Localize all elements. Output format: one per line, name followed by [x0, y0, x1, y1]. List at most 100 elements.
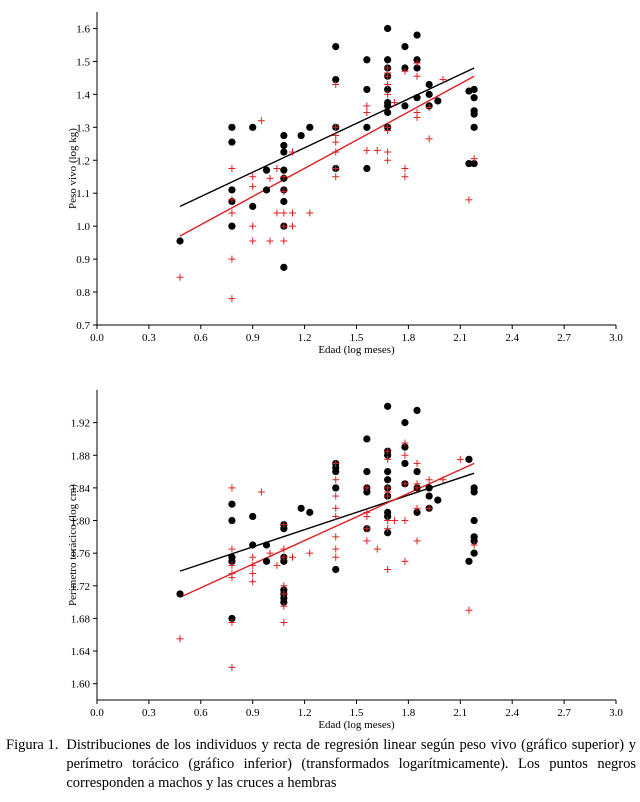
data-point-female: [384, 455, 392, 463]
data-point-male: [384, 529, 392, 537]
data-point-female: [470, 541, 478, 549]
x-axis-title: Edad (log meses): [318, 719, 395, 731]
data-point-female: [465, 606, 473, 614]
data-point-female: [363, 484, 371, 492]
data-point-female: [266, 549, 274, 557]
data-point-male: [401, 459, 409, 468]
y-tick-label: 1.68: [71, 613, 91, 625]
data-point-female: [332, 545, 340, 553]
data-point-male: [470, 85, 478, 94]
data-point-female: [228, 484, 236, 492]
data-point-female: [332, 476, 340, 484]
data-point-female: [332, 138, 340, 146]
data-point-female: [176, 635, 184, 643]
data-point-male: [332, 484, 340, 492]
data-point-male: [363, 123, 371, 131]
data-point-female: [273, 209, 281, 217]
data-point-female: [363, 512, 371, 520]
data-point-female: [228, 255, 236, 263]
data-point-female: [280, 222, 288, 230]
data-point-female: [384, 565, 392, 573]
data-point-female: [413, 72, 421, 80]
x-tick-label: 0.9: [246, 332, 260, 344]
data-point-female: [228, 619, 236, 626]
data-point-male: [363, 164, 371, 173]
data-point-female: [249, 578, 257, 586]
data-point-female: [413, 537, 421, 545]
y-tick-label: 1.2: [76, 155, 90, 167]
y-tick-label: 0.8: [76, 287, 90, 299]
data-point-male: [363, 435, 371, 443]
regression-line-males: [179, 472, 475, 572]
data-point-female: [401, 451, 409, 459]
x-tick-label: 1.5: [350, 707, 364, 719]
data-point-female: [332, 173, 340, 181]
data-point-female: [288, 222, 296, 230]
chart-peso-vivo: 0.0 0.3 0.6 0.9 1.2 1.5 1.8 2.1 2.4 2.7 3.0 0.7 0.8 0…: [67, 12, 623, 356]
data-point-female: [228, 165, 236, 172]
data-point-female: [413, 484, 421, 492]
y-axis-title: Peso vivo (log kg): [67, 128, 79, 209]
data-point-male: [249, 541, 257, 549]
data-point-male: [280, 148, 288, 156]
data-point-female: [306, 209, 314, 217]
data-point-female: [401, 517, 409, 525]
data-point-female: [413, 459, 421, 467]
data-point-female: [332, 459, 340, 467]
data-point-female: [439, 76, 447, 84]
data-point-male: [384, 402, 392, 410]
x-tick-label: 0.0: [90, 332, 104, 344]
data-point-male: [384, 512, 392, 521]
data-point-male: [332, 565, 340, 574]
data-point-female: [249, 561, 257, 569]
data-point-male: [384, 476, 392, 484]
data-point-female: [470, 155, 478, 163]
data-point-male: [465, 159, 473, 168]
data-point-female: [384, 80, 392, 88]
x-tick-label: 1.8: [402, 707, 416, 719]
regression-line-males: [179, 67, 475, 208]
data-point-female: [401, 165, 409, 172]
data-point-female: [363, 108, 371, 116]
data-point-male: [384, 85, 392, 94]
data-point-female: [273, 561, 281, 569]
y-tick-label: 1.60: [71, 679, 91, 691]
data-point-female: [363, 102, 371, 110]
data-point-female: [456, 455, 464, 463]
data-point-male: [262, 166, 271, 174]
data-point-female: [280, 553, 288, 561]
data-point-female: [280, 188, 288, 196]
y-tick-label: 1.72: [71, 581, 90, 593]
y-tick-label: 1.80: [71, 516, 91, 528]
caption-lead: Figura 1.: [6, 737, 59, 753]
data-point-female: [384, 148, 392, 156]
data-point-male: [425, 484, 433, 492]
data-point-male: [384, 467, 392, 476]
data-point-male: [228, 557, 236, 565]
data-point-female: [332, 512, 340, 520]
data-point-female: [384, 72, 392, 80]
data-point-female: [273, 165, 281, 172]
data-point-male: [413, 64, 421, 72]
data-point-female: [384, 517, 392, 525]
data-point-female: [401, 480, 409, 488]
data-point-female: [280, 545, 288, 553]
data-point-female: [332, 504, 340, 512]
data-point-male: [176, 590, 184, 598]
data-point-female: [332, 492, 340, 500]
data-point-male: [363, 85, 371, 94]
data-point-female: [228, 209, 236, 217]
data-point-female: [228, 561, 236, 569]
data-point-male: [280, 166, 288, 174]
data-point-female: [384, 525, 392, 533]
data-point-male: [470, 110, 478, 118]
data-point-male: [465, 455, 473, 463]
data-point-female: [384, 156, 392, 164]
y-tick-label: 1.64: [71, 646, 91, 658]
data-point-female: [306, 549, 314, 557]
data-point-female: [266, 237, 274, 245]
x-tick-label: 1.8: [402, 332, 416, 344]
y-tick-label: 1.0: [76, 221, 90, 233]
data-point-male: [262, 541, 271, 549]
data-point-male: [280, 525, 288, 533]
